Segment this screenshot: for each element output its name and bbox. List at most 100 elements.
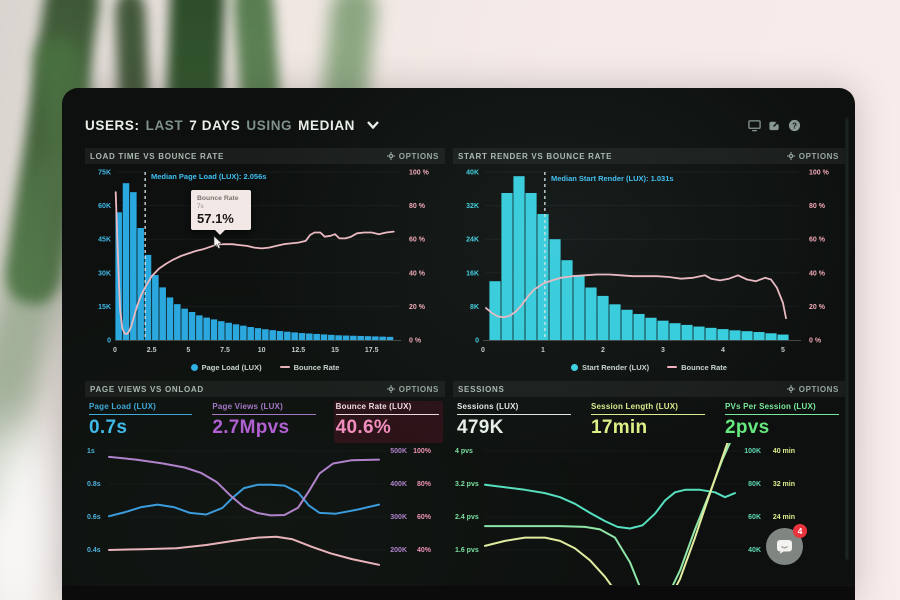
svg-text:0.6s: 0.6s	[87, 514, 101, 521]
options-label: OPTIONS	[798, 384, 839, 394]
svg-text:45K: 45K	[98, 237, 111, 244]
svg-text:24 min: 24 min	[773, 514, 795, 521]
metric-label: Session Length (LUX)	[591, 402, 705, 415]
svg-text:100 %: 100 %	[409, 170, 430, 177]
svg-text:80 %: 80 %	[809, 203, 826, 210]
svg-text:60 %: 60 %	[409, 237, 426, 244]
svg-text:17.5: 17.5	[365, 347, 379, 354]
load-time-chart-area: 75K 100 % 60K 80 % 45K 60 % 30K 40 % 15K 20 % 0 0 %…	[85, 164, 445, 359]
svg-text:80 %: 80 %	[409, 203, 426, 210]
legend-item: Bounce Rate	[667, 363, 727, 372]
svg-text:7.5: 7.5	[220, 347, 230, 354]
svg-text:?: ?	[792, 121, 797, 130]
load-time-chart[interactable]: 75K 100 % 60K 80 % 45K 60 % 30K 40 % 15K 20 % 0 0 %…	[85, 164, 441, 355]
gear-icon	[786, 385, 795, 393]
svg-text:2.4 pvs: 2.4 pvs	[455, 514, 479, 521]
svg-text:200K: 200K	[390, 547, 407, 554]
metric-label: Page Load (LUX)	[89, 402, 193, 415]
legend-item: Start Render (LUX)	[571, 363, 649, 372]
laptop-bottom-bezel	[62, 585, 855, 600]
panel-page-views-header: PAGE VIEWS VS ONLOAD OPTIONS	[85, 381, 445, 397]
svg-text:20 %: 20 %	[809, 304, 826, 311]
metric-value: 17min	[591, 417, 648, 438]
panel-title: LOAD TIME VS BOUNCE RATE	[90, 151, 224, 161]
dashboard-title[interactable]: USERS: LAST 7 DAYS USING MEDIAN	[85, 118, 379, 133]
chevron-down-icon[interactable]	[367, 121, 379, 129]
median-annotation: Median Page Load (LUX): 2.056s	[151, 172, 267, 181]
start-render-chart[interactable]: 40K 100 % 32K 80 % 24K 60 % 16K 40 % 8K 20 % 0 0 % 0…	[453, 164, 841, 355]
options-button[interactable]: OPTIONS	[386, 152, 439, 161]
metric-page-load: Page Load (LUX) 0.7s	[87, 401, 196, 443]
svg-text:40 min: 40 min	[773, 448, 795, 455]
svg-text:5: 5	[186, 347, 190, 354]
metric-label: Page Views (LUX)	[212, 402, 316, 415]
gear-icon	[386, 152, 395, 160]
display-icon[interactable]	[748, 119, 761, 132]
svg-text:60%: 60%	[417, 514, 432, 521]
svg-text:15: 15	[331, 347, 339, 354]
svg-text:0: 0	[481, 347, 485, 354]
metric-label: Sessions (LUX)	[457, 402, 571, 415]
svg-text:60 %: 60 %	[809, 237, 826, 244]
range-prefix: LAST	[145, 117, 184, 133]
panel-title: PAGE VIEWS VS ONLOAD	[90, 384, 204, 394]
svg-text:4: 4	[721, 347, 725, 354]
page-views-metrics: Page Load (LUX) 0.7s Page Views (LUX) 2.…	[85, 397, 445, 443]
sessions-chart[interactable]: 4 pvs 100K 40 min 3.2 pvs 80K 32 min 2.4 pvs 60…	[453, 441, 841, 600]
svg-text:0.4s: 0.4s	[87, 547, 101, 554]
svg-text:100K: 100K	[744, 448, 761, 455]
bounce-rate-tooltip: Bounce Rate 7s 57.1%	[191, 190, 251, 235]
svg-text:2: 2	[601, 347, 605, 354]
svg-text:400K: 400K	[390, 481, 407, 488]
panel-grid: LOAD TIME VS BOUNCE RATE OPTIONS 75K 100 …	[85, 148, 845, 600]
svg-text:100%: 100%	[413, 448, 432, 455]
options-label: OPTIONS	[798, 151, 839, 161]
metric-value: 2.7Mpvs	[212, 417, 290, 438]
gear-icon	[786, 152, 795, 160]
svg-text:32 min: 32 min	[773, 481, 795, 488]
svg-text:100 %: 100 %	[809, 170, 830, 177]
chat-bubble-icon	[777, 539, 792, 554]
legend-dot-marker	[571, 363, 579, 371]
notification-badge: 4	[793, 524, 807, 538]
legend-line-marker	[279, 366, 290, 368]
panel-sessions-header: SESSIONS OPTIONS	[453, 381, 845, 397]
legend-label: Bounce Rate	[293, 362, 340, 372]
options-button[interactable]: OPTIONS	[786, 151, 839, 161]
help-icon[interactable]: ?	[788, 119, 801, 132]
svg-text:0 %: 0 %	[809, 338, 822, 345]
svg-text:0: 0	[107, 338, 111, 345]
wall-glare	[0, 420, 60, 600]
legend-label: Bounce Rate	[681, 362, 727, 372]
panel-sessions: SESSIONS OPTIONS Sessions (LUX) 479K Ses…	[453, 381, 845, 600]
sessions-metrics: Sessions (LUX) 479K Session Length (LUX)…	[453, 397, 845, 443]
page-views-chart[interactable]: 1s 500K 100% 0.8s 400K 80% 0.6s 300K 60% 0.4s 200K…	[85, 443, 441, 593]
svg-text:20 %: 20 %	[409, 304, 426, 311]
share-icon[interactable]	[768, 119, 781, 132]
metric-pvs-per-session: PVs Per Session (LUX) 2pvs	[723, 401, 843, 443]
metric-value: 2pvs	[725, 417, 770, 438]
svg-text:15K: 15K	[98, 304, 111, 311]
svg-text:40 %: 40 %	[409, 270, 426, 277]
panel-start-render-header: START RENDER VS BOUNCE RATE OPTIONS	[453, 148, 845, 164]
chat-widget-button[interactable]: 4	[766, 524, 807, 565]
legend-dot-marker	[190, 363, 198, 371]
svg-text:75K: 75K	[98, 170, 111, 177]
svg-text:24K: 24K	[466, 237, 479, 244]
panel-start-render: START RENDER VS BOUNCE RATE OPTIONS 40K 1…	[453, 148, 845, 375]
svg-text:300K: 300K	[390, 514, 407, 521]
legend-item: Bounce Rate	[279, 362, 340, 372]
svg-text:40%: 40%	[417, 547, 432, 554]
legend-label: Start Render (LUX)	[582, 362, 650, 372]
options-button[interactable]: OPTIONS	[386, 385, 439, 394]
metric-label: PVs Per Session (LUX)	[725, 402, 839, 415]
svg-text:3.2 pvs: 3.2 pvs	[455, 481, 479, 488]
tooltip-label: Bounce Rate	[197, 195, 239, 202]
options-button[interactable]: OPTIONS	[786, 384, 839, 394]
screen-edge-reflection	[846, 118, 848, 560]
dashboard: USERS: LAST 7 DAYS USING MEDIAN ?	[85, 110, 845, 600]
metric-label: Bounce Rate (LUX)	[335, 402, 439, 415]
header-icons: ?	[748, 119, 801, 132]
svg-text:12.5: 12.5	[292, 347, 306, 354]
